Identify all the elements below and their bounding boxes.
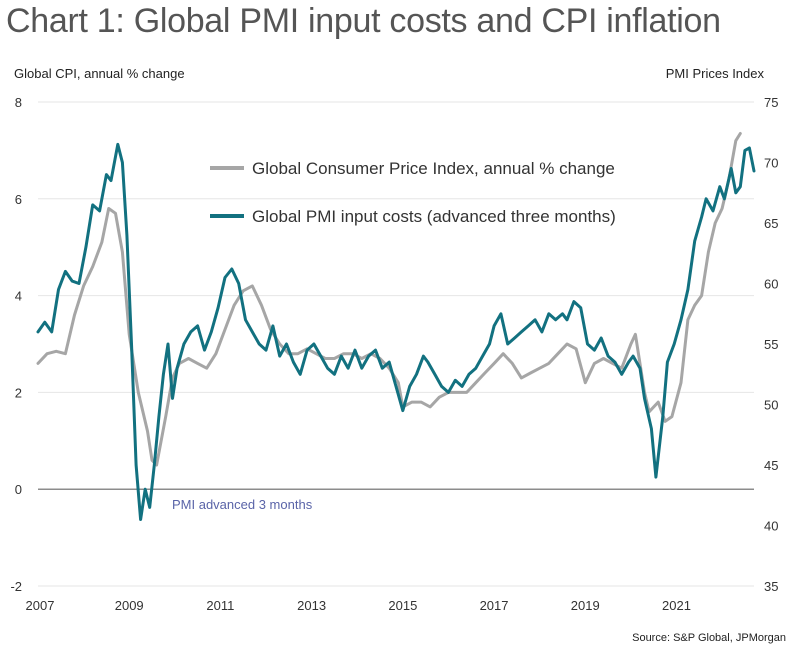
x-tick-label: 2017 bbox=[480, 598, 509, 613]
left-tick-label: 6 bbox=[15, 192, 22, 207]
left-axis-ticks: 8 6 4 2 0 -2 bbox=[10, 95, 22, 594]
x-tick-label: 2019 bbox=[571, 598, 600, 613]
right-tick-label: 65 bbox=[764, 216, 778, 231]
left-tick-label: -2 bbox=[10, 579, 22, 594]
right-tick-label: 40 bbox=[764, 519, 778, 534]
gridlines bbox=[38, 101, 754, 587]
right-tick-label: 60 bbox=[764, 277, 778, 292]
right-tick-label: 75 bbox=[764, 95, 778, 110]
legend-label-cpi: Global Consumer Price Index, annual % ch… bbox=[252, 159, 615, 178]
source-note: Source: S&P Global, JPMorgan bbox=[632, 632, 786, 644]
left-tick-label: 4 bbox=[15, 289, 22, 304]
left-axis-title: Global CPI, annual % change bbox=[14, 66, 185, 81]
x-tick-label: 2011 bbox=[206, 598, 234, 613]
legend: Global Consumer Price Index, annual % ch… bbox=[210, 159, 616, 226]
left-tick-label: 2 bbox=[15, 385, 22, 400]
x-tick-label: 2021 bbox=[662, 598, 691, 613]
left-tick-label: 8 bbox=[15, 95, 22, 110]
series-lines bbox=[36, 132, 756, 521]
annotation-label: PMI advanced 3 months bbox=[172, 497, 313, 512]
right-tick-label: 35 bbox=[764, 579, 778, 594]
x-tick-label: 2009 bbox=[115, 598, 144, 613]
chart-title: Chart 1: Global PMI input costs and CPI … bbox=[6, 2, 721, 40]
legend-label-pmi: Global PMI input costs (advanced three m… bbox=[252, 207, 616, 226]
x-tick-label: 2013 bbox=[297, 598, 326, 613]
x-tick-label: 2015 bbox=[388, 598, 417, 613]
series-line-pmi bbox=[36, 142, 756, 521]
x-axis-ticks: 2007 2009 2011 2013 2015 2017 2019 2021 bbox=[26, 598, 691, 613]
right-axis-ticks: 75 70 65 60 55 50 45 40 35 bbox=[764, 95, 778, 594]
right-tick-label: 55 bbox=[764, 337, 778, 352]
left-tick-label: 0 bbox=[15, 482, 22, 497]
series-line-cpi bbox=[36, 132, 742, 467]
right-tick-label: 50 bbox=[764, 398, 778, 413]
right-tick-label: 70 bbox=[764, 156, 778, 171]
right-axis-title: PMI Prices Index bbox=[665, 66, 764, 81]
right-tick-label: 45 bbox=[764, 458, 778, 473]
x-tick-label: 2007 bbox=[26, 598, 55, 613]
